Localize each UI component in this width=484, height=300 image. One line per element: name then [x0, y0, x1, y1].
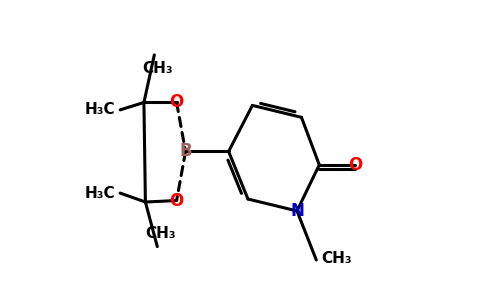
Text: O: O — [169, 191, 184, 209]
Text: N: N — [290, 202, 304, 220]
Text: B: B — [179, 142, 192, 160]
Text: CH₃: CH₃ — [142, 61, 173, 76]
Text: H₃C: H₃C — [85, 102, 116, 117]
Text: CH₃: CH₃ — [321, 251, 351, 266]
Text: O: O — [348, 156, 362, 174]
Text: CH₃: CH₃ — [145, 226, 176, 241]
Text: H₃C: H₃C — [85, 186, 116, 201]
Text: O: O — [169, 93, 184, 111]
